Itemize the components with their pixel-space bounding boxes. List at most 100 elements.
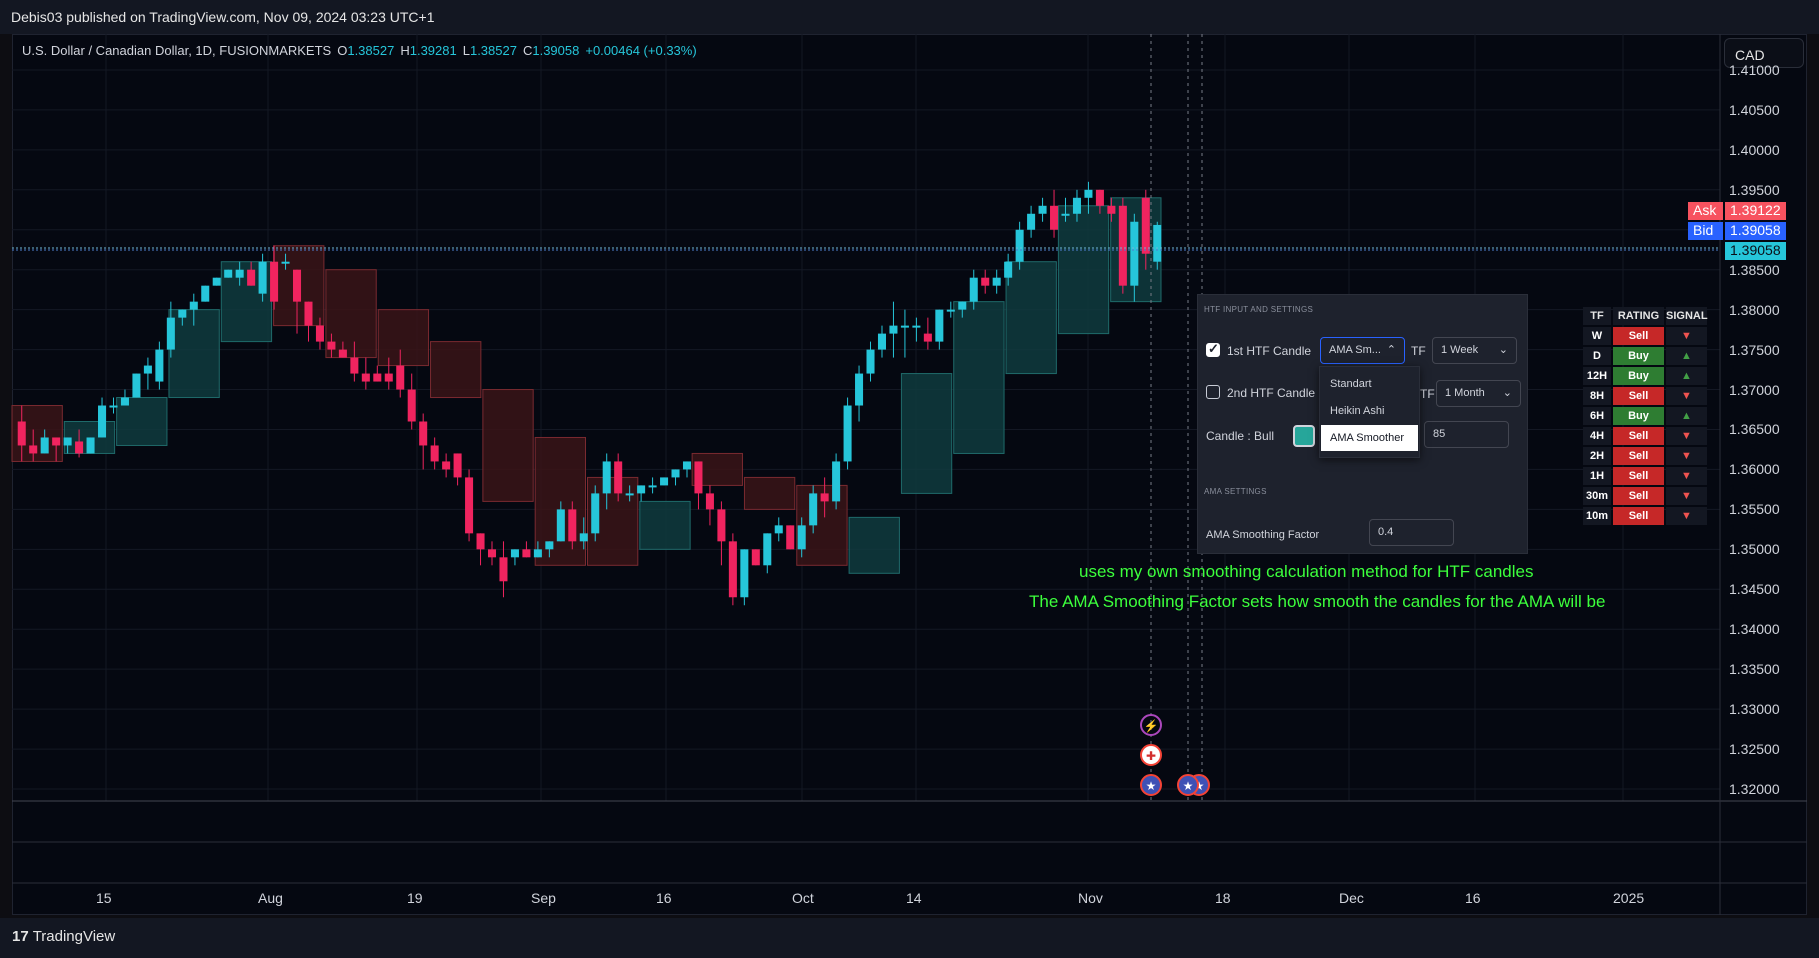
candle-body [40,437,49,454]
open-label: O [337,43,348,58]
candle-body [235,269,244,278]
candle-body [1095,189,1104,206]
candle-body [384,373,393,382]
ama-factor-label: AMA Smoothing Factor [1206,529,1320,541]
rating-signal-cell: ▲ [1666,407,1707,425]
candle-body [579,533,588,542]
section-ama-title: AMA SETTINGS [1204,487,1267,496]
candle-body [373,373,382,382]
candle-body [487,549,497,558]
rating-signal-cell: ▼ [1666,427,1707,445]
price-tick-label: 1.38000 [1729,301,1780,318]
rating-tf-cell: W [1583,327,1611,345]
candle-body [132,373,141,398]
rating-signal-cell: ▼ [1666,327,1707,345]
candle-body [1107,205,1116,214]
candle-body [178,309,187,318]
tradingview-brand[interactable]: 17 TradingView [12,928,115,945]
candle-body [1130,221,1139,286]
ask-price: 1.39122 [1725,202,1786,220]
rating-tf-cell: 8H [1583,387,1611,405]
high-label: H [400,43,410,58]
tf1-value: 1 Week [1441,344,1479,356]
close-value: 1.39058 [532,43,580,58]
price-tick-label: 1.38500 [1729,261,1780,278]
rating-rating-cell: Sell [1613,447,1664,465]
rating-header: SIGNAL [1666,307,1708,325]
tf2-select[interactable]: 1 Month ⌄ [1436,380,1521,407]
candle-body [855,373,864,406]
candle-body [98,405,107,438]
htf1-checkbox[interactable] [1206,341,1220,357]
candle-body [877,333,886,350]
candle-body [201,285,210,302]
change-value: +0.00464 (+0.33%) [585,43,697,58]
htf-box [848,516,900,574]
canada-flag-icon[interactable]: ✚ [1140,744,1162,766]
price-tick-label: 1.35000 [1729,541,1780,558]
candle-body [442,461,451,470]
candle-body [820,493,829,502]
htf-box [430,341,482,399]
bull-color-swatch[interactable] [1293,425,1315,447]
price-tick-label: 1.37500 [1729,341,1780,358]
rating-tf-cell: D [1583,347,1611,365]
us-flag-icon-3[interactable]: ★ [1177,774,1199,796]
candle-body [212,277,221,286]
price-tick-label: 1.36000 [1729,461,1780,478]
candle-body [797,525,806,550]
candle-body [832,461,841,502]
candle-body [1061,213,1070,216]
time-tick-label: Nov [1078,890,1103,906]
candle-body [591,493,600,534]
chevron-down-icon: ⌄ [1498,344,1508,356]
candle-body [660,477,669,486]
candle-body [625,493,634,496]
option-heikin-ashi[interactable]: Heikin Ashi [1330,405,1385,417]
candle-body [671,469,680,478]
candle-body [453,453,462,478]
daily-candles [17,181,1162,606]
option-ama-smoother[interactable]: AMA Smoother [1321,425,1418,451]
rating-signal-cell: ▼ [1666,387,1707,405]
candle-body [465,477,474,534]
htf2-checkbox[interactable] [1206,385,1220,399]
publish-bar: Debis03 published on TradingView.com, No… [0,0,1819,34]
rating-rating-cell: Sell [1613,467,1664,485]
candle-body [533,549,542,558]
tf1-select[interactable]: 1 Week ⌄ [1432,337,1517,364]
chevron-down-icon-2: ⌄ [1502,387,1512,399]
time-tick-label: Aug [258,890,283,906]
time-tick-label: 19 [407,890,423,906]
candle-body [614,461,623,494]
us-flag-icon[interactable]: ★ [1140,774,1162,796]
price-tick-label: 1.40000 [1729,141,1780,158]
candle-body [396,365,405,390]
time-tick-label: Oct [792,890,814,906]
candle-body [602,461,611,494]
candle-body [809,493,818,526]
grid-lines [12,34,1720,801]
rating-rating-cell: Buy [1613,367,1664,385]
candle-body [189,301,198,310]
symbol-name[interactable]: U.S. Dollar / Canadian Dollar, 1D, FUSIO… [22,43,332,58]
candle-body [293,269,302,302]
price-tick-label: 1.40500 [1729,101,1780,118]
time-tick-label: 16 [1465,890,1481,906]
candle-body [143,365,152,374]
currency-button[interactable]: CAD [1724,38,1804,68]
htf1-mode-select[interactable]: AMA Sm... ⌃ [1320,337,1405,364]
htf-box [953,301,1005,454]
ama-factor-input[interactable]: 0.4 [1369,519,1454,546]
lightning-event-icon[interactable]: ⚡ [1140,714,1162,736]
footer-bar: 17 TradingView [0,918,1819,958]
price-tick-label: 1.32500 [1729,741,1780,758]
option-standart[interactable]: Standart [1330,378,1372,390]
rating-rating-cell: Sell [1613,427,1664,445]
opacity-input[interactable]: 85 [1424,421,1509,448]
price-tick-label: 1.33500 [1729,661,1780,678]
candle-body [705,493,714,510]
candle-body [900,325,909,328]
chevron-up-icon: ⌃ [1386,344,1396,356]
